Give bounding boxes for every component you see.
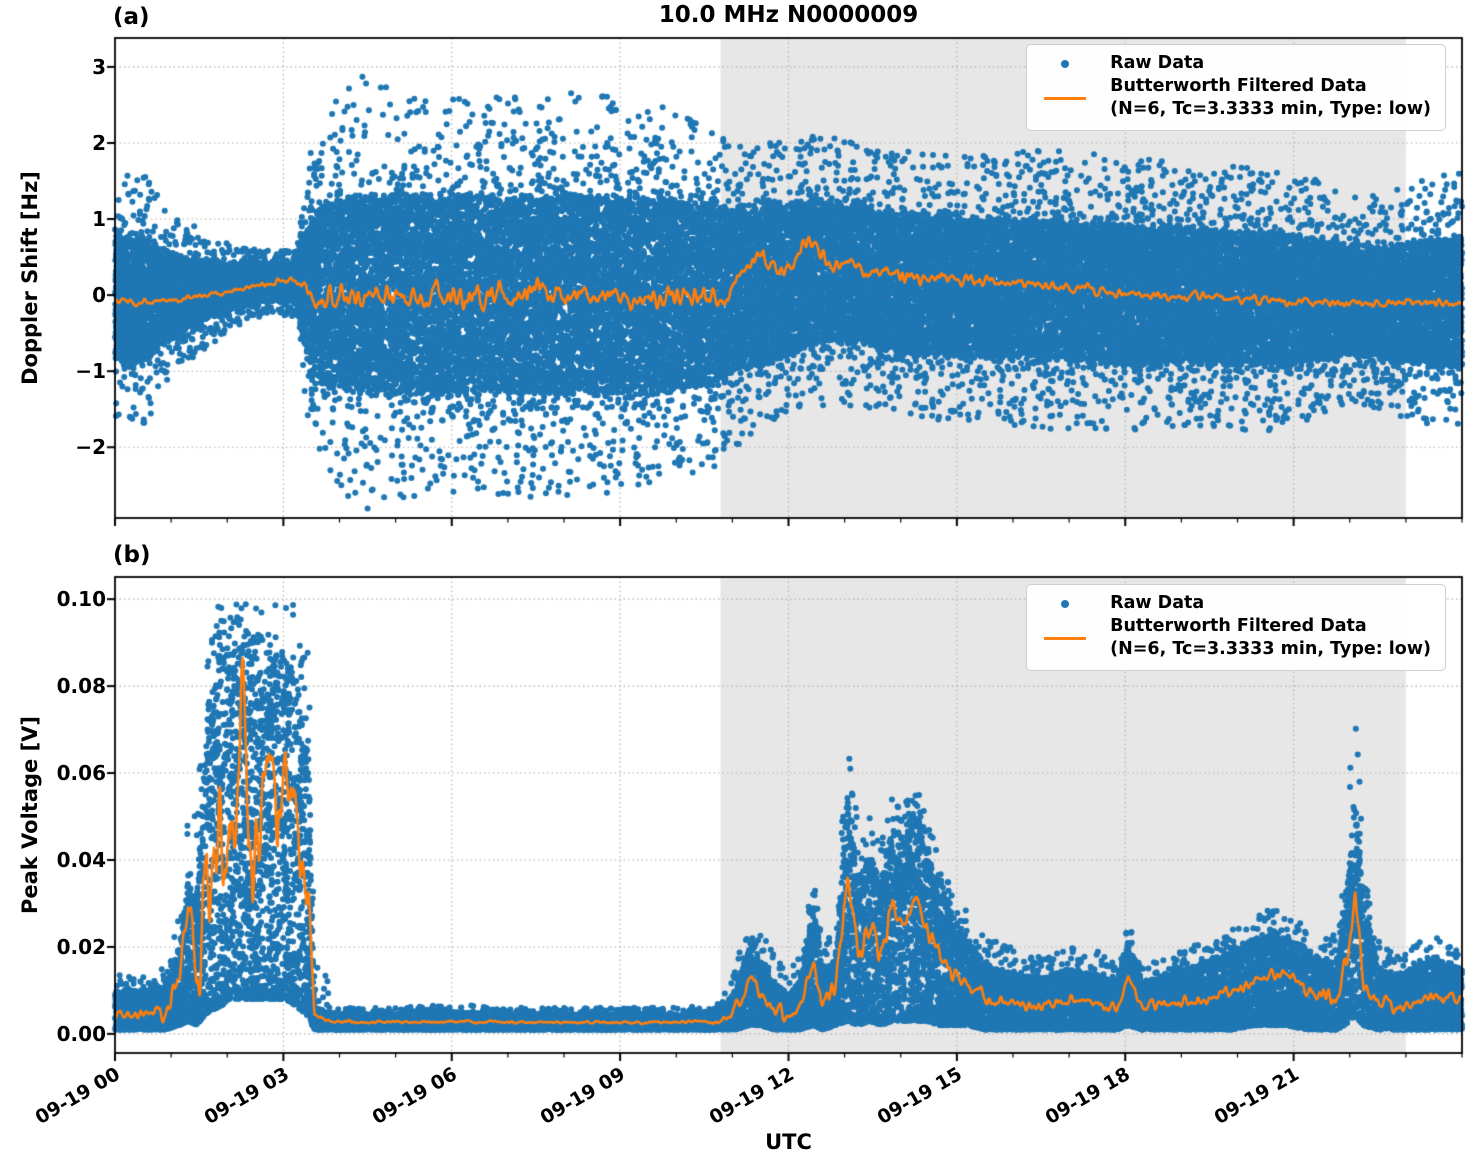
legend-panel-b: Raw Data Butterworth Filtered Data (N=6,…	[1026, 584, 1446, 671]
x-axis-label: UTC	[765, 1130, 812, 1154]
chart-title: 10.0 MHz N0000009	[658, 2, 919, 28]
y-tick-label: −1	[75, 359, 106, 384]
legend-filtered-line1: Butterworth Filtered Data	[1110, 616, 1367, 636]
legend-filtered-label: Butterworth Filtered Data (N=6, Tc=3.333…	[1110, 75, 1431, 121]
y-axis-label-doppler: Doppler Shift [Hz]	[18, 171, 42, 385]
legend-raw-label: Raw Data	[1110, 593, 1205, 613]
y-tick-label: 3	[92, 54, 106, 79]
y-tick-label: −2	[75, 435, 106, 460]
y-tick-label: 2	[92, 130, 106, 155]
legend-entry-filtered: Butterworth Filtered Data (N=6, Tc=3.333…	[1037, 615, 1431, 661]
legend-filtered-line2: (N=6, Tc=3.3333 min, Type: low)	[1110, 99, 1431, 119]
filtered-line-marker-icon	[1037, 96, 1092, 100]
y-tick-label: 0	[92, 283, 106, 308]
raw-data-marker-icon	[1037, 59, 1092, 68]
y-tick-label: 0.08	[56, 674, 106, 699]
raw-data-marker-icon	[1037, 599, 1092, 608]
legend-panel-a: Raw Data Butterworth Filtered Data (N=6,…	[1026, 44, 1446, 131]
legend-filtered-label: Butterworth Filtered Data (N=6, Tc=3.333…	[1110, 615, 1431, 661]
y-tick-label: 0.10	[56, 587, 106, 612]
y-tick-label: 0.02	[56, 934, 106, 959]
y-tick-label: 0.04	[56, 847, 106, 872]
y-tick-label: 0.06	[56, 761, 106, 786]
filtered-line-marker-icon	[1037, 636, 1092, 640]
legend-raw-label: Raw Data	[1110, 53, 1205, 73]
legend-entry-filtered: Butterworth Filtered Data (N=6, Tc=3.333…	[1037, 75, 1431, 121]
legend-filtered-line2: (N=6, Tc=3.3333 min, Type: low)	[1110, 639, 1431, 659]
panel-a-label: (a)	[113, 4, 150, 30]
panel-b-label: (b)	[113, 542, 151, 568]
legend-filtered-line1: Butterworth Filtered Data	[1110, 76, 1367, 96]
y-tick-label: 0.00	[56, 1021, 106, 1046]
y-axis-label-voltage: Peak Voltage [V]	[18, 715, 42, 915]
legend-entry-raw: Raw Data	[1037, 52, 1431, 75]
y-tick-label: 1	[92, 207, 106, 232]
legend-entry-raw: Raw Data	[1037, 592, 1431, 615]
